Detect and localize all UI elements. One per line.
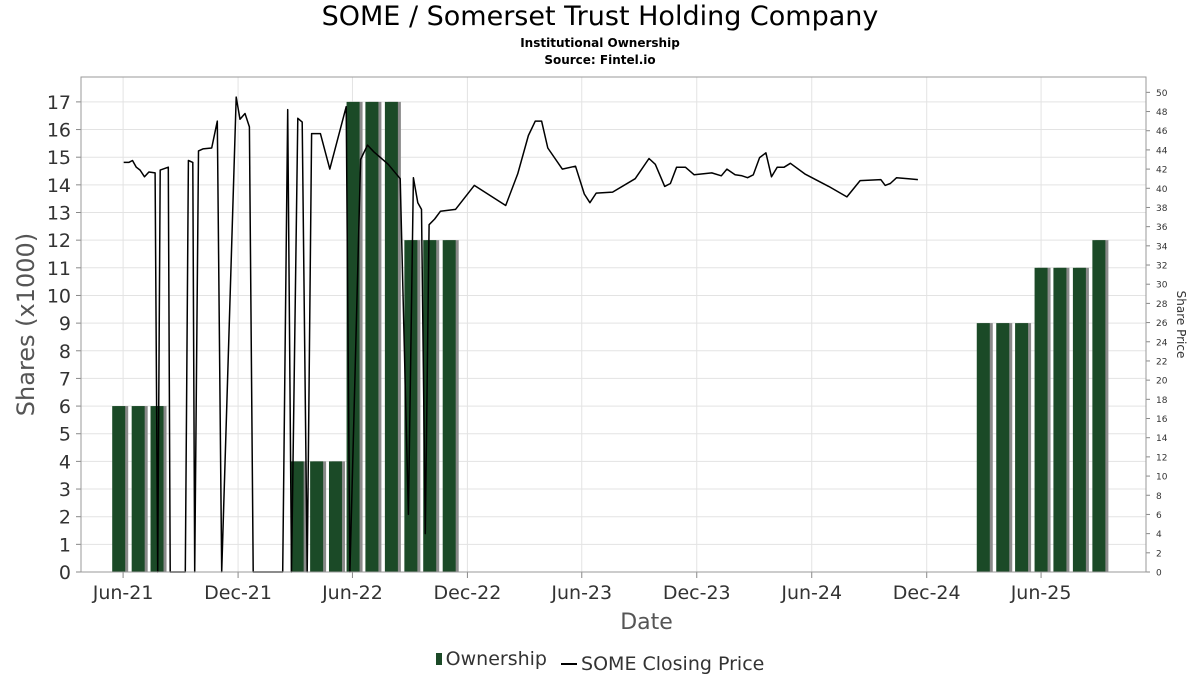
y2-tick-label: 16 — [1156, 415, 1168, 425]
legend: Ownership SOME Closing Price — [0, 648, 1200, 675]
y-tick-label: 16 — [47, 120, 71, 142]
y-tick-label: 1 — [59, 534, 71, 556]
ownership-bar — [1015, 323, 1029, 572]
y-tick-label: 12 — [47, 230, 71, 252]
y-tick-label: 15 — [47, 147, 71, 169]
y-tick-label: 11 — [47, 258, 71, 280]
y-tick-label: 8 — [59, 341, 71, 363]
y2-axis-label: Share Price — [1174, 291, 1188, 359]
y2-tick-label: 44 — [1156, 146, 1168, 156]
y-tick-label: 6 — [59, 396, 71, 418]
y2-tick-label: 2 — [1156, 549, 1162, 559]
y2-tick-label: 46 — [1156, 127, 1168, 137]
y-tick-label: 4 — [59, 451, 71, 473]
y2-tick-label: 20 — [1156, 377, 1168, 387]
y2-tick-label: 10 — [1156, 473, 1168, 483]
y-tick-label: 7 — [59, 368, 71, 390]
y-tick-label: 3 — [59, 479, 71, 501]
y2-tick-label: 12 — [1156, 453, 1167, 463]
y-tick-label: 13 — [47, 203, 71, 225]
y2-tick-label: 38 — [1156, 204, 1168, 214]
legend-swatch-line — [561, 663, 578, 665]
y2-tick-label: 22 — [1156, 357, 1167, 367]
y2-tick-label: 0 — [1156, 569, 1162, 579]
y-axis-label: Shares (x1000) — [12, 233, 40, 416]
chart-title: SOME / Somerset Trust Holding Company — [321, 1, 879, 32]
price-line — [123, 96, 918, 573]
ownership-bar — [328, 461, 342, 572]
y-tick-label: 17 — [47, 92, 71, 114]
ownership-bar — [310, 461, 324, 572]
y2-tick-label: 30 — [1156, 281, 1168, 291]
ownership-bar — [1034, 267, 1048, 572]
x-axis-label: Date — [620, 610, 673, 635]
ownership-bars — [112, 101, 1109, 572]
y2-tick-label: 48 — [1156, 108, 1168, 118]
chart-source: Source: Fintel.io — [544, 53, 656, 67]
ownership-bar — [346, 101, 360, 572]
x-axis-tick-labels: Jun-21 Dec-21 Jun-22 Dec-22 Jun-23 Dec-23 Jun-… — [92, 582, 1072, 604]
x-tick-label: Dec-22 — [434, 582, 502, 604]
legend-label-ownership: Ownership — [445, 648, 547, 670]
y-tick-label: 0 — [59, 562, 71, 584]
x-tick-label: Jun-22 — [321, 582, 383, 604]
y2-axis-tick-labels: 0246810121416182022242628303234363840424… — [1156, 89, 1168, 579]
y2-tick-label: 40 — [1156, 185, 1168, 195]
y2-tick-label: 24 — [1156, 338, 1168, 348]
y2-tick-label: 28 — [1156, 300, 1168, 310]
ownership-bar — [442, 240, 456, 572]
x-tick-label: Dec-24 — [893, 582, 961, 604]
legend-item-price: SOME Closing Price — [557, 653, 764, 675]
ownership-bar — [1092, 240, 1106, 572]
x-tick-label: Jun-25 — [1010, 582, 1072, 604]
ownership-bar — [131, 406, 145, 572]
y2-tick-label: 50 — [1156, 89, 1168, 99]
x-tick-label: Dec-23 — [663, 582, 731, 604]
x-tick-label: Jun-23 — [550, 582, 612, 604]
y2-tick-label: 34 — [1156, 242, 1168, 252]
plot-frame — [80, 76, 1147, 573]
ownership-bar — [112, 406, 126, 572]
y-tick-label: 9 — [59, 313, 71, 335]
y2-tick-label: 18 — [1156, 396, 1168, 406]
ownership-bar — [996, 323, 1010, 572]
y2-tick-label: 36 — [1156, 223, 1168, 233]
ownership-bar — [290, 461, 304, 572]
x-tick-label: Jun-21 — [92, 582, 154, 604]
y-tick-label: 2 — [59, 507, 71, 529]
y-tick-label: 14 — [47, 175, 71, 197]
x-tick-label: Jun-24 — [780, 582, 842, 604]
y2-tick-label: 4 — [1156, 530, 1162, 540]
y-tick-label: 5 — [59, 424, 71, 446]
y2-tick-label: 14 — [1156, 434, 1168, 444]
ownership-bar — [384, 101, 398, 572]
legend-label-price: SOME Closing Price — [581, 653, 765, 675]
y2-tick-label: 42 — [1156, 166, 1167, 176]
y2-tick-label: 26 — [1156, 319, 1168, 329]
ownership-bar — [365, 101, 379, 572]
y2-tick-label: 32 — [1156, 262, 1167, 272]
chart-subtitle: Institutional Ownership — [520, 36, 680, 50]
ownership-bar — [976, 323, 990, 572]
y2-tick-label: 8 — [1156, 492, 1162, 502]
price-line-layer — [123, 96, 918, 573]
x-tick-label: Dec-21 — [204, 582, 272, 604]
legend-item-ownership: Ownership — [435, 648, 547, 670]
ownership-bar — [1072, 267, 1086, 572]
y-tick-label: 10 — [47, 285, 71, 307]
legend-swatch-bar — [435, 653, 442, 665]
ownership-bar — [1053, 267, 1067, 572]
y2-tick-label: 6 — [1156, 511, 1162, 521]
